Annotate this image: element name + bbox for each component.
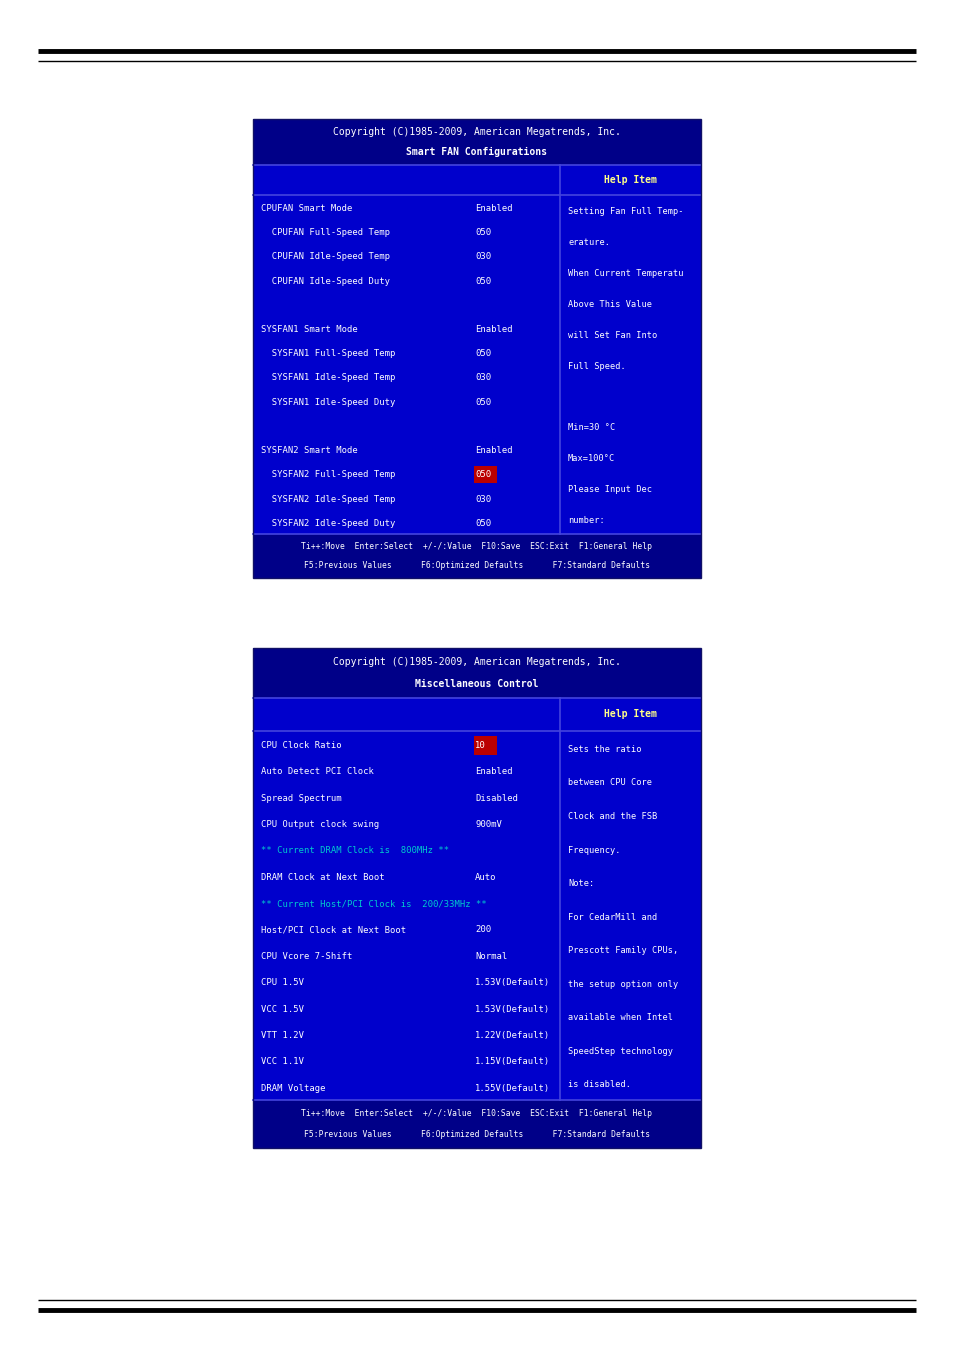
Text: Auto: Auto bbox=[475, 872, 497, 882]
Text: 050: 050 bbox=[475, 350, 491, 358]
Text: number:: number: bbox=[567, 516, 604, 525]
Text: CPUFAN Idle-Speed Duty: CPUFAN Idle-Speed Duty bbox=[260, 277, 390, 285]
Text: Above This Value: Above This Value bbox=[567, 300, 651, 309]
Text: 1.55V(Default): 1.55V(Default) bbox=[475, 1084, 550, 1092]
Text: Help Item: Help Item bbox=[603, 710, 657, 720]
Text: ** Current Host/PCI Clock is  200/33MHz **: ** Current Host/PCI Clock is 200/33MHz *… bbox=[260, 899, 486, 909]
Text: Spread Spectrum: Spread Spectrum bbox=[260, 794, 341, 803]
Text: CPU Output clock swing: CPU Output clock swing bbox=[260, 819, 378, 829]
Text: erature.: erature. bbox=[567, 239, 609, 247]
Text: Sets the ratio: Sets the ratio bbox=[567, 745, 640, 753]
Text: SYSFAN1 Full-Speed Temp: SYSFAN1 Full-Speed Temp bbox=[260, 350, 395, 358]
Text: 1.22V(Default): 1.22V(Default) bbox=[475, 1031, 550, 1040]
Text: 050: 050 bbox=[475, 277, 491, 285]
Text: SYSFAN2 Smart Mode: SYSFAN2 Smart Mode bbox=[260, 446, 357, 455]
Text: VCC 1.1V: VCC 1.1V bbox=[260, 1057, 304, 1066]
Text: DRAM Voltage: DRAM Voltage bbox=[260, 1084, 325, 1092]
Bar bbox=[253, 119, 700, 578]
Text: Note:: Note: bbox=[567, 879, 594, 888]
Text: Ti++:Move  Enter:Select  +/-/:Value  F10:Save  ESC:Exit  F1:General Help: Ti++:Move Enter:Select +/-/:Value F10:Sa… bbox=[301, 1108, 652, 1118]
Text: Prescott Family CPUs,: Prescott Family CPUs, bbox=[567, 946, 678, 956]
Text: 1.53V(Default): 1.53V(Default) bbox=[475, 1004, 550, 1014]
Text: Max=100°C: Max=100°C bbox=[567, 454, 615, 463]
Text: 050: 050 bbox=[475, 228, 491, 238]
Text: Ti++:Move  Enter:Select  +/-/:Value  F10:Save  ESC:Exit  F1:General Help: Ti++:Move Enter:Select +/-/:Value F10:Sa… bbox=[301, 541, 652, 551]
Text: Normal: Normal bbox=[475, 952, 507, 961]
Text: VTT 1.2V: VTT 1.2V bbox=[260, 1031, 304, 1040]
Text: SYSFAN2 Idle-Speed Duty: SYSFAN2 Idle-Speed Duty bbox=[260, 518, 395, 528]
Text: Host/PCI Clock at Next Boot: Host/PCI Clock at Next Boot bbox=[260, 926, 406, 934]
Bar bbox=[253, 119, 700, 578]
Text: SYSFAN1 Idle-Speed Duty: SYSFAN1 Idle-Speed Duty bbox=[260, 398, 395, 406]
Text: 10: 10 bbox=[475, 741, 485, 749]
Bar bbox=[474, 736, 497, 755]
Text: Copyright (C)1985-2009, American Megatrends, Inc.: Copyright (C)1985-2009, American Megatre… bbox=[333, 127, 620, 136]
Text: 050: 050 bbox=[475, 470, 491, 479]
Text: is disabled.: is disabled. bbox=[567, 1080, 630, 1089]
Text: Auto Detect PCI Clock: Auto Detect PCI Clock bbox=[260, 767, 374, 776]
Text: CPU 1.5V: CPU 1.5V bbox=[260, 979, 304, 987]
Text: Enabled: Enabled bbox=[475, 204, 513, 213]
Text: 030: 030 bbox=[475, 494, 491, 504]
Text: Smart FAN Configurations: Smart FAN Configurations bbox=[406, 147, 547, 157]
Text: 200: 200 bbox=[475, 926, 491, 934]
Text: When Current Temperatu: When Current Temperatu bbox=[567, 269, 682, 278]
Text: SYSFAN1 Smart Mode: SYSFAN1 Smart Mode bbox=[260, 325, 357, 333]
Text: SpeedStep technology: SpeedStep technology bbox=[567, 1046, 672, 1056]
Text: Miscellaneous Control: Miscellaneous Control bbox=[415, 679, 538, 688]
Text: available when Intel: available when Intel bbox=[567, 1014, 672, 1022]
Text: SYSFAN2 Full-Speed Temp: SYSFAN2 Full-Speed Temp bbox=[260, 470, 395, 479]
Text: 050: 050 bbox=[475, 518, 491, 528]
Bar bbox=[474, 466, 497, 483]
Text: 030: 030 bbox=[475, 374, 491, 382]
Text: ** Current DRAM Clock is  800MHz **: ** Current DRAM Clock is 800MHz ** bbox=[260, 846, 449, 856]
Text: Full Speed.: Full Speed. bbox=[567, 362, 625, 371]
Text: F5:Previous Values      F6:Optimized Defaults      F7:Standard Defaults: F5:Previous Values F6:Optimized Defaults… bbox=[304, 1130, 649, 1138]
Text: CPUFAN Full-Speed Temp: CPUFAN Full-Speed Temp bbox=[260, 228, 390, 238]
Text: SYSFAN1 Idle-Speed Temp: SYSFAN1 Idle-Speed Temp bbox=[260, 374, 395, 382]
Text: 1.15V(Default): 1.15V(Default) bbox=[475, 1057, 550, 1066]
Bar bbox=[253, 535, 700, 578]
Bar bbox=[253, 648, 700, 1148]
Text: between CPU Core: between CPU Core bbox=[567, 779, 651, 787]
Text: will Set Fan Into: will Set Fan Into bbox=[567, 331, 657, 340]
Text: 1.53V(Default): 1.53V(Default) bbox=[475, 979, 550, 987]
Bar bbox=[253, 648, 700, 1148]
Text: Min=30 °C: Min=30 °C bbox=[567, 424, 615, 432]
Text: SYSFAN2 Idle-Speed Temp: SYSFAN2 Idle-Speed Temp bbox=[260, 494, 395, 504]
Text: 050: 050 bbox=[475, 398, 491, 406]
Text: DRAM Clock at Next Boot: DRAM Clock at Next Boot bbox=[260, 872, 384, 882]
Text: Clock and the FSB: Clock and the FSB bbox=[567, 811, 657, 821]
Text: 900mV: 900mV bbox=[475, 819, 501, 829]
Bar bbox=[253, 119, 700, 165]
Text: Setting Fan Full Temp-: Setting Fan Full Temp- bbox=[567, 208, 682, 216]
Text: F5:Previous Values      F6:Optimized Defaults      F7:Standard Defaults: F5:Previous Values F6:Optimized Defaults… bbox=[304, 562, 649, 570]
Text: Help Item: Help Item bbox=[603, 176, 657, 185]
Bar bbox=[253, 648, 700, 698]
Text: CPUFAN Smart Mode: CPUFAN Smart Mode bbox=[260, 204, 352, 213]
Text: Enabled: Enabled bbox=[475, 767, 513, 776]
Text: Enabled: Enabled bbox=[475, 446, 513, 455]
Text: Disabled: Disabled bbox=[475, 794, 517, 803]
Text: For CedarMill and: For CedarMill and bbox=[567, 913, 657, 922]
Text: the setup option only: the setup option only bbox=[567, 980, 678, 988]
Text: CPUFAN Idle-Speed Temp: CPUFAN Idle-Speed Temp bbox=[260, 252, 390, 262]
Text: VCC 1.5V: VCC 1.5V bbox=[260, 1004, 304, 1014]
Text: Copyright (C)1985-2009, American Megatrends, Inc.: Copyright (C)1985-2009, American Megatre… bbox=[333, 657, 620, 667]
Text: Please Input Dec: Please Input Dec bbox=[567, 485, 651, 494]
Text: CPU Vcore 7-Shift: CPU Vcore 7-Shift bbox=[260, 952, 352, 961]
Bar bbox=[253, 1100, 700, 1148]
Text: 030: 030 bbox=[475, 252, 491, 262]
Text: Frequency.: Frequency. bbox=[567, 845, 619, 855]
Text: Enabled: Enabled bbox=[475, 325, 513, 333]
Text: CPU Clock Ratio: CPU Clock Ratio bbox=[260, 741, 341, 749]
